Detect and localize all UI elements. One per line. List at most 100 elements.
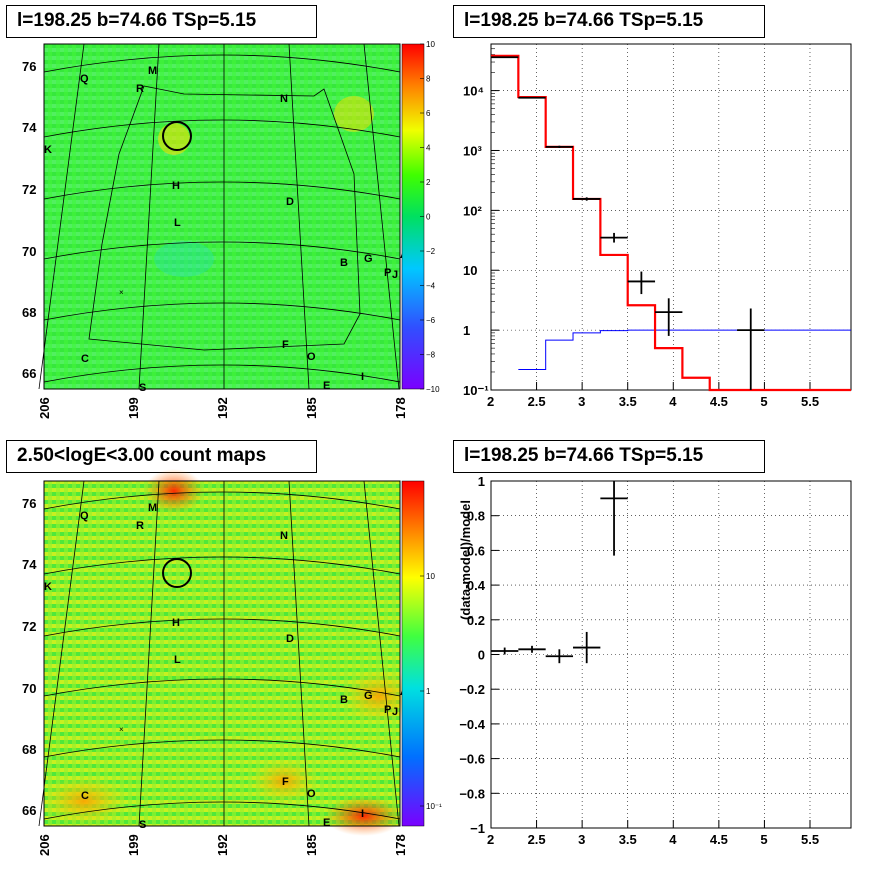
x-tick-label: 4: [669, 394, 677, 409]
y-tick-label: −0.8: [459, 786, 485, 801]
source-label-p: P: [384, 704, 391, 716]
lon-tick-label: 185: [304, 834, 319, 856]
source-label-b: B: [340, 257, 348, 269]
lon-tick-label: 192: [215, 834, 230, 856]
x-tick-label: 4.5: [710, 832, 728, 847]
colorbar-tick-label: 1: [426, 687, 431, 696]
residual-plot: 2 2.5 3 3.5 4 4.5 5 5.5 1 0.8 0.6 0.4 0.2 0 −0.2 −0.4 −0…: [458, 474, 852, 847]
lon-tick-label: 206: [37, 834, 52, 856]
x-tick-label: 2: [487, 832, 494, 847]
latitude-line: [43, 181, 401, 200]
y-tick-label: 1: [463, 323, 470, 338]
spectrum-title: l=198.25 b=74.66 TSp=5.15: [453, 5, 765, 38]
lat-tick-label: 66: [22, 803, 36, 818]
longitude-line: [38, 480, 85, 827]
lon-tick-label: 178: [393, 397, 408, 419]
latitude-line: [43, 678, 401, 697]
lat-tick-label: 66: [22, 366, 36, 381]
x-tick-label: 3: [578, 394, 585, 409]
source-label-o: O: [307, 788, 316, 800]
y-tick-label: 1: [478, 474, 485, 489]
x-tick-label: 4.5: [710, 394, 728, 409]
source-label-j: J: [392, 706, 398, 718]
warm-spot: [334, 96, 374, 132]
lon-tick-label: 206: [37, 397, 52, 419]
x-tick-label: 3: [578, 832, 585, 847]
source-label-g: G: [364, 253, 373, 265]
y-tick-label: 0.4: [467, 578, 486, 593]
hotspot-east: [339, 668, 419, 724]
colorbar-tick-label: 10⁻¹: [426, 802, 442, 811]
lat-tick-label: 68: [22, 305, 36, 320]
source-label-f: F: [282, 339, 289, 351]
cross-marker: ×: [119, 288, 124, 297]
colorbar-tick-label: 10: [426, 40, 435, 49]
x-tick-label: 5: [760, 394, 767, 409]
colorbar-tick-label: −6: [426, 316, 436, 325]
sky-map-counts: ×MQRNKHDLBGAJPFOCSEI76747270686620619919…: [22, 469, 442, 856]
x-tick-label: 2.5: [528, 394, 546, 409]
x-tick-label: 4: [669, 832, 677, 847]
hotspot-southwest: [39, 776, 129, 826]
x-tick-label: 5.5: [801, 394, 819, 409]
colorbar-tick-label: 8: [426, 75, 431, 84]
source-label-q: Q: [80, 510, 89, 522]
source-label-i: I: [361, 808, 364, 820]
lat-tick-label: 76: [22, 496, 36, 511]
longitude-line: [288, 480, 310, 827]
latitude-line: [43, 491, 401, 510]
lat-tick-label: 70: [22, 244, 36, 259]
colorbar-tick-label: 4: [426, 144, 431, 153]
y-tick-label: 10⁻¹: [463, 383, 489, 398]
latitude-line: [43, 119, 401, 138]
spectrum-plot: 2 2.5 3 3.5 4 4.5 5 5.5 10⁻¹ 1 10 10² 10³ 10⁴: [463, 43, 852, 409]
hotspot-top: [144, 469, 204, 513]
cool-spot: [154, 241, 214, 277]
source-label-q: Q: [80, 73, 89, 85]
source-label-n: N: [280, 93, 288, 105]
colorbar-tick-label: 6: [426, 109, 431, 118]
y-tick-label: 10²: [463, 203, 482, 218]
y-tick-label: 10⁴: [463, 84, 484, 99]
source-label-h: H: [172, 180, 180, 192]
x-tick-label: 2: [487, 394, 494, 409]
lon-tick-label: 185: [304, 397, 319, 419]
latitude-line: [43, 302, 401, 321]
map-top-title: l=198.25 b=74.66 TSp=5.15: [6, 5, 317, 38]
lat-tick-label: 70: [22, 681, 36, 696]
source-label-e: E: [323, 817, 330, 829]
source-label-n: N: [280, 530, 288, 542]
lon-tick-label: 199: [126, 834, 141, 856]
source-label-h: H: [172, 617, 180, 629]
colorbar-tick-label: 0: [426, 213, 431, 222]
map-bottom-title: 2.50<logE<3.00 count maps: [6, 440, 317, 473]
lat-tick-label: 68: [22, 742, 36, 757]
colorbar-tick-label: −10: [426, 385, 440, 394]
source-label-c: C: [81, 790, 89, 802]
lon-tick-label: 199: [126, 397, 141, 419]
source-label-s: S: [139, 382, 146, 394]
source-label-d: D: [286, 196, 294, 208]
source-label-m: M: [148, 502, 157, 514]
background-histogram: [518, 329, 851, 370]
source-label-s: S: [139, 819, 146, 831]
map-frame: [43, 43, 401, 390]
colorbar-tick-label: −4: [426, 282, 436, 291]
residual-title: l=198.25 b=74.66 TSp=5.15: [453, 440, 765, 473]
colorbar: [401, 480, 425, 827]
source-label-f: F: [282, 776, 289, 788]
latitude-line: [43, 241, 401, 260]
y-tick-label: 0: [478, 648, 485, 663]
map-background: [44, 481, 400, 826]
latitude-line: [43, 364, 401, 383]
lat-tick-label: 72: [22, 182, 36, 197]
plot-frame: [490, 43, 852, 391]
map-background: [44, 44, 400, 389]
source-label-k: K: [44, 144, 52, 156]
source-label-j: J: [392, 269, 398, 281]
latitude-line: [43, 556, 401, 575]
source-circle: [162, 121, 192, 151]
y-tick-label: −0.6: [459, 752, 485, 767]
source-label-m: M: [148, 65, 157, 77]
longitude-line: [363, 480, 400, 827]
